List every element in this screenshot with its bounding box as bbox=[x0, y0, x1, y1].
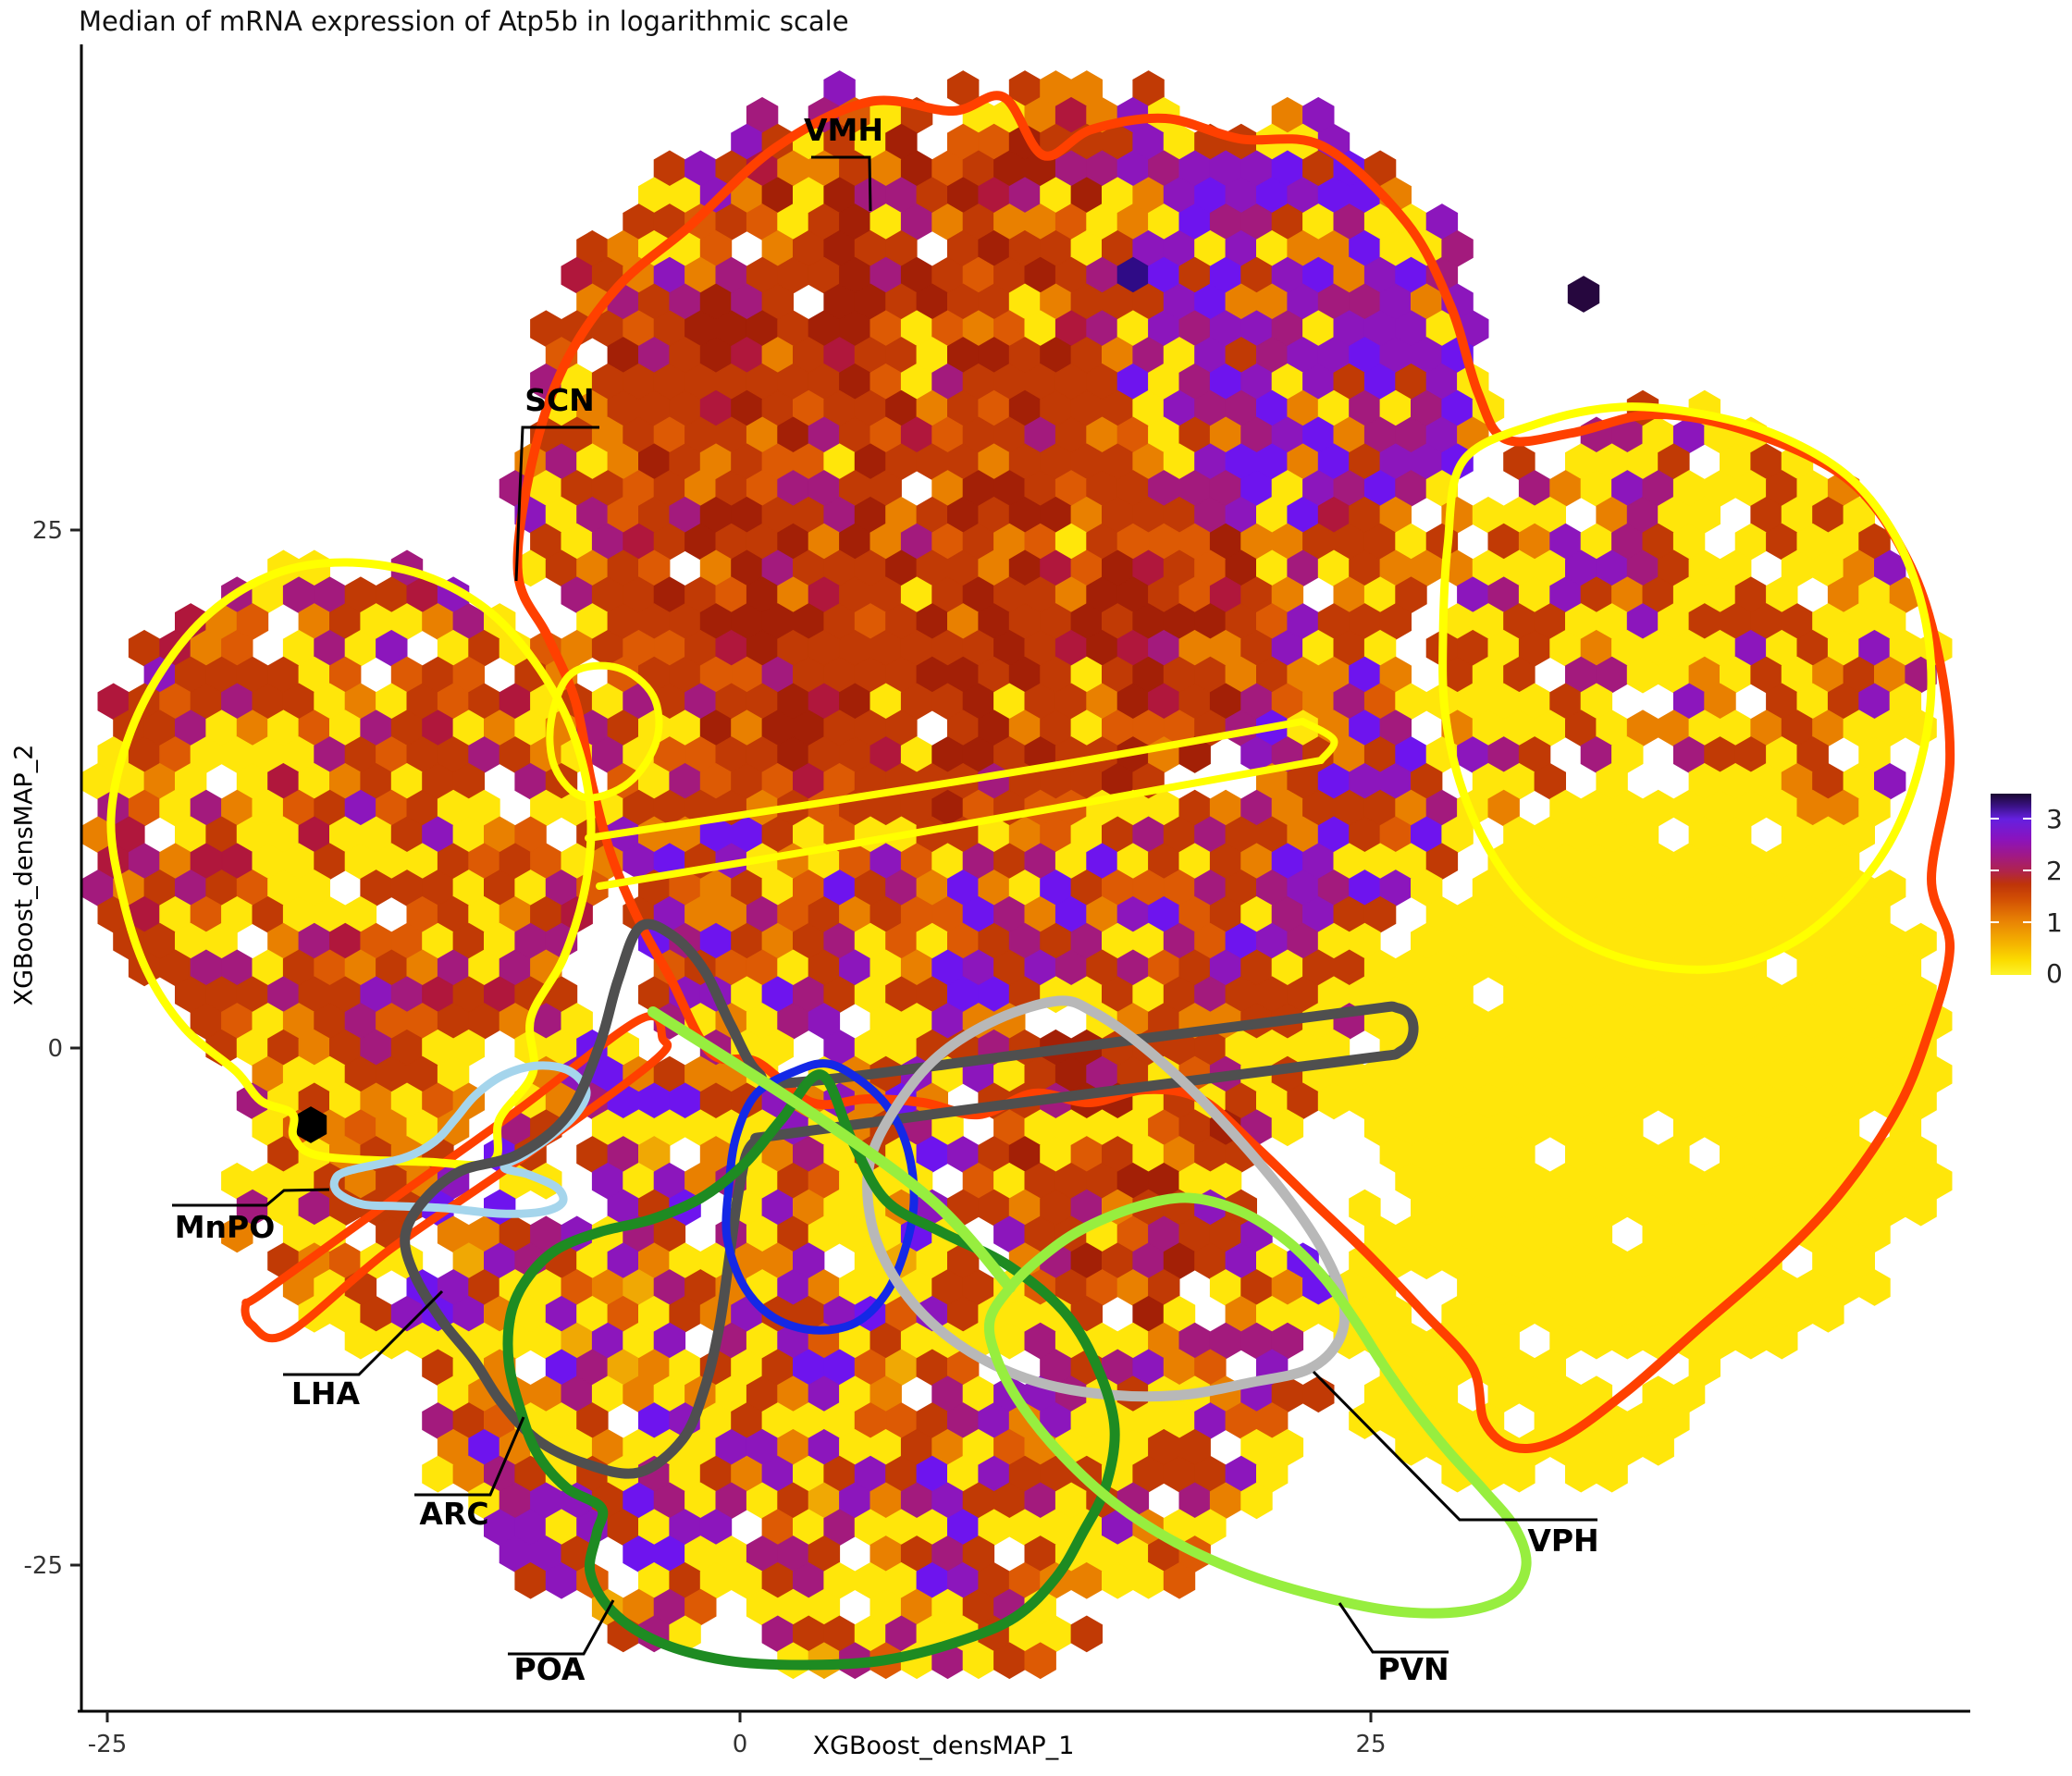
x-axis-title: XGBoost_densMAP_1 bbox=[812, 1732, 1075, 1760]
y-tick-label: 0 bbox=[47, 1035, 63, 1063]
hexbin-cell bbox=[1024, 1642, 1056, 1680]
hexbin-cell bbox=[1070, 1615, 1103, 1653]
yellow-streak-2 bbox=[596, 757, 1325, 890]
label-leader-vph bbox=[1312, 1370, 1597, 1522]
yellow-streak-1 bbox=[585, 718, 1306, 842]
region-label-mnpo: MnPO bbox=[175, 1209, 276, 1245]
hexbin-cell bbox=[1766, 1322, 1798, 1360]
label-leader-vmh bbox=[811, 155, 872, 212]
label-leader-lha bbox=[283, 1289, 444, 1376]
region-label-scn: SCN bbox=[524, 382, 595, 418]
hexbin-cell bbox=[1240, 1482, 1273, 1520]
label-leader-scn bbox=[514, 426, 599, 582]
vph-outline bbox=[862, 995, 1350, 1402]
region-label-vmh: VMH bbox=[804, 112, 883, 148]
hexbin-cell bbox=[1503, 1455, 1536, 1493]
x-tick-label: 25 bbox=[1355, 1731, 1386, 1758]
region-label-arc: ARC bbox=[419, 1496, 488, 1532]
y-tick-label: 25 bbox=[32, 517, 63, 545]
vmh-outline-main bbox=[512, 91, 1955, 1454]
hexbin-cell bbox=[1302, 1375, 1335, 1413]
colorbar-tick-label: 0 bbox=[2046, 958, 2063, 989]
orangered-capsule bbox=[240, 1012, 672, 1343]
hexbin-cell-special bbox=[1567, 276, 1600, 313]
y-tick-label: -25 bbox=[24, 1552, 63, 1580]
hexbin-cell bbox=[1858, 1269, 1891, 1306]
y-axis-title: XGBoost_densMAP_2 bbox=[9, 744, 39, 1006]
hexbin-cell bbox=[1812, 1295, 1844, 1333]
hexbin-cell bbox=[1905, 1189, 1937, 1227]
yellow-top-right-lobe bbox=[1438, 402, 1936, 974]
yellow-left-lobe bbox=[106, 558, 596, 1170]
lha-outline bbox=[400, 919, 1419, 1479]
hexbin-layer bbox=[81, 70, 1953, 1680]
colorbar-tick-label: 3 bbox=[2046, 804, 2063, 834]
colorbar-gradient bbox=[1991, 794, 2031, 975]
region-label-poa: POA bbox=[514, 1651, 586, 1687]
hexbin-cell bbox=[221, 1215, 253, 1253]
colorbar-tick-label: 1 bbox=[2046, 907, 2063, 938]
region-outlines-layer bbox=[106, 91, 1955, 1671]
region-label-pvn: PVN bbox=[1377, 1651, 1449, 1687]
poa-outline bbox=[502, 1069, 1120, 1671]
pvn-arm bbox=[648, 1006, 1016, 1293]
hexbin-cell bbox=[1163, 1561, 1196, 1599]
hexbin-cell bbox=[1596, 1455, 1628, 1493]
hexbin-cell bbox=[1642, 1428, 1674, 1466]
x-tick-label: -25 bbox=[88, 1731, 127, 1758]
scn-outline bbox=[546, 661, 663, 802]
label-leader-mnpo bbox=[172, 1188, 330, 1207]
colorbar-legend: 3 2 1 0 bbox=[1991, 794, 2063, 989]
label-leader-pvn bbox=[1338, 1602, 1449, 1654]
region-labels-layer: VMH SCN MnPO LHA ARC POA PVN VPH bbox=[172, 112, 1599, 1687]
axes-layer: -25 0 25 25 0 -25 bbox=[24, 44, 1970, 1758]
hexbin-cell bbox=[1271, 1109, 1304, 1147]
pvn-outline bbox=[983, 1192, 1532, 1619]
colorbar-tick-label: 2 bbox=[2046, 856, 2063, 886]
x-tick-label: 0 bbox=[733, 1731, 748, 1758]
label-leader-poa bbox=[508, 1599, 615, 1656]
region-label-vph: VPH bbox=[1527, 1523, 1598, 1559]
yellow-streak-join bbox=[1299, 718, 1338, 764]
label-leader-arc bbox=[414, 1416, 525, 1497]
region-label-lha: LHA bbox=[291, 1375, 361, 1412]
chart-title: Median of mRNA expression of Atp5b in lo… bbox=[79, 6, 849, 37]
